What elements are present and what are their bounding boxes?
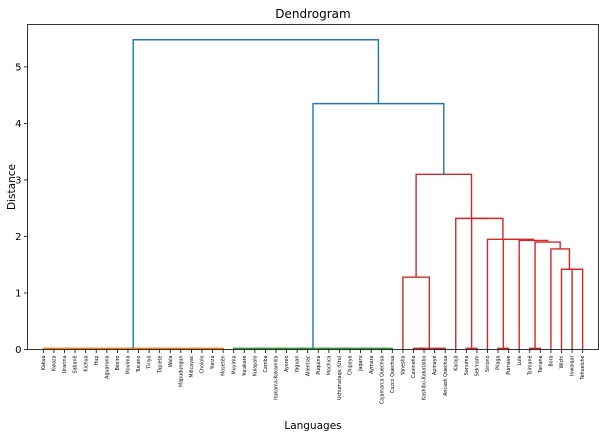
- x-tick-label-10: Tiriyó: [146, 355, 153, 369]
- x-tick-label-14: Millcayac: [189, 355, 195, 377]
- x-tick-label-20: Kulapalo: [252, 355, 258, 376]
- x-tick-label-12: Wala: [168, 355, 174, 367]
- dendrogram-link-34: [455, 217, 488, 350]
- x-tick-label-31: Aymara: [369, 355, 375, 373]
- x-tick-label-25: Allentiac: [305, 355, 311, 376]
- x-tick-label-17: Mosetén: [220, 356, 227, 376]
- x-tick-label-29: Chipaya: [348, 355, 354, 375]
- y-axis: 0 1 2 3 4 5: [15, 62, 28, 356]
- y-tick-label-0: 0: [15, 345, 21, 356]
- x-tick-label-11: Tapieté: [156, 355, 163, 373]
- x-tick-label-45: Lule: [517, 355, 523, 365]
- dendrogram-link-28: [550, 248, 571, 350]
- chart-title: Dendrogram: [275, 7, 350, 21]
- x-tick-label-24: Yaguan: [295, 356, 301, 374]
- dendrogram-link-35: [415, 173, 473, 278]
- x-tick-label-19: Yurakaré: [241, 355, 248, 377]
- x-tick-label-4: Kichua: [83, 355, 89, 371]
- dendrogram-link-30: [518, 239, 549, 350]
- dendrogram-link-36: [312, 102, 445, 349]
- x-tick-label-23: Ayoreo: [284, 355, 290, 372]
- x-tick-label-36: Kashibo-Kakataibo: [422, 355, 428, 400]
- x-tick-label-51: Tehuelche: [580, 355, 586, 380]
- dendrogram-link-27: [560, 268, 578, 350]
- x-tick-label-22: Itukama-Kokamilla: [274, 355, 280, 399]
- x-tick-label-7: Bésiro: [114, 355, 121, 370]
- x-tick-label-41: Sek'nam: [475, 355, 481, 376]
- dendrogram-link-31: [502, 238, 535, 349]
- x-tick-label-30: Jaqaru: [358, 356, 364, 372]
- x-tick-label-48: Bora: [549, 355, 555, 366]
- x-tick-label-49: Wichi: [559, 356, 565, 369]
- dendrogram-links: [42, 39, 584, 350]
- x-tick-label-13: Mapudungun: [178, 356, 184, 387]
- x-tick-label-44: Pumave: [506, 355, 512, 374]
- x-tick-label-28: Uchumataqu (Uru): [337, 355, 343, 400]
- x-tick-label-33: Cuzco Quechua: [390, 355, 396, 392]
- x-tick-label-42: Siriono: [485, 355, 491, 372]
- x-tick-label-16: Yunza: [210, 355, 216, 370]
- x-tick-label-27: Mochica: [326, 355, 332, 375]
- x-tick-label-34: Yanesha: [400, 355, 406, 376]
- y-axis-label: Distance: [6, 164, 18, 210]
- dendrogram-link-26: [571, 268, 584, 350]
- x-tick-label-38: Ancash Quechua: [443, 355, 449, 395]
- x-tick-label-26: Puquina: [316, 355, 322, 374]
- x-tick-label-6: Aguaruna: [104, 355, 110, 378]
- y-tick-label-5: 5: [15, 62, 21, 73]
- dendrogram-link-37: [132, 39, 380, 349]
- dendrogram-link-32: [486, 238, 519, 350]
- x-tick-label-2: Urarina: [62, 355, 68, 373]
- x-tick-label-40: Sanuma: [464, 355, 470, 375]
- x-tick-label-0: Kakua: [41, 355, 47, 370]
- x-tick-label-5: Hup: [94, 356, 100, 366]
- x-tick-label-9: Tucano: [136, 355, 142, 373]
- x-axis-label: Languages: [284, 420, 341, 432]
- y-tick-label-1: 1: [15, 288, 21, 299]
- x-tick-label-47: Tariana: [538, 355, 544, 373]
- x-tick-label-37: Apinayé: [431, 355, 438, 374]
- x-tick-label-15: Chololo: [200, 355, 206, 373]
- dendrogram-link-22: [402, 276, 431, 350]
- x-tick-label-3: Sabanê: [72, 355, 79, 373]
- x-tick-label-8: Movima: [126, 355, 132, 374]
- x-tick-label-21: Camba: [263, 355, 269, 372]
- x-tick-label-50: Iowaiqar: [570, 355, 576, 376]
- x-axis: Kakua Kwaza Urarina Sabanê Kichua Hup Aguaruna…: [41, 349, 586, 404]
- x-tick-label-18: Muyima: [231, 355, 237, 374]
- y-tick-label-3: 3: [15, 175, 21, 186]
- x-tick-label-39: Karajá: [452, 355, 459, 370]
- x-tick-label-32: Cajamarca Quechua: [379, 355, 385, 404]
- dendrogram-link-29: [534, 241, 561, 349]
- y-tick-label-4: 4: [15, 119, 21, 130]
- x-tick-label-1: Kwaza: [52, 355, 58, 371]
- x-tick-label-43: Pilaga: [496, 355, 502, 369]
- x-tick-label-35: Cavineña: [411, 355, 417, 377]
- x-tick-label-46: Tsimané: [526, 355, 533, 376]
- y-tick-label-2: 2: [15, 232, 21, 243]
